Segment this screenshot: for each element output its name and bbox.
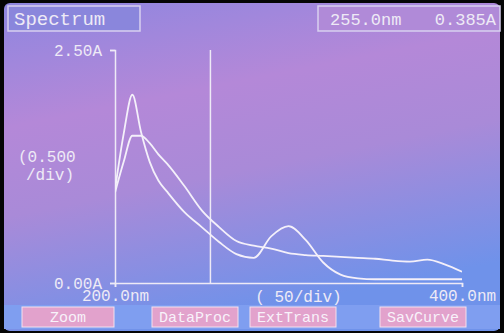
button-face[interactable] [380, 307, 466, 327]
y-tick-mark [110, 50, 115, 52]
y-division-label: /div) [26, 167, 74, 185]
x-axis-line [116, 284, 463, 288]
plot-area [115, 50, 462, 283]
y-tick: 0.00A [54, 276, 115, 294]
x-axis: 200.0nm400.0nm [82, 283, 496, 306]
button-face[interactable] [152, 307, 238, 327]
button-face[interactable] [250, 307, 336, 327]
cursor-absorbance: 0.385A [435, 11, 497, 30]
bezel [0, 0, 504, 333]
cursor-wavelength: 255.0nm [330, 11, 401, 30]
y-tick-label: 2.50A [54, 43, 102, 61]
screen [4, 3, 500, 331]
title-box [8, 6, 140, 31]
x-division-label: ( 50/div) [255, 289, 341, 307]
screen-photo: Spectrum 255.0nm 0.385A 200.0nm400.0nm0.00A… [0, 0, 504, 333]
y-axis-line [110, 51, 116, 284]
y-tick-mark [110, 283, 115, 285]
y-tick: 2.50A [54, 43, 115, 61]
y-division-label: (0.500 [18, 149, 76, 167]
button-bar [4, 305, 500, 329]
button-label[interactable]: DataProc [159, 310, 231, 327]
x-tick: 400.0nm [429, 283, 496, 306]
button-label[interactable]: Zoom [50, 310, 86, 327]
cursor-readout-box [318, 6, 500, 31]
title: Spectrum [14, 9, 105, 31]
function-button[interactable]: SavCurve [380, 307, 466, 327]
function-button[interactable]: ExtTrans [250, 307, 336, 327]
y-tick-label: 0.00A [54, 276, 102, 294]
function-button[interactable]: DataProc [152, 307, 238, 327]
button-label[interactable]: SavCurve [387, 310, 459, 327]
cursor-line [210, 50, 212, 283]
button-label[interactable]: ExtTrans [257, 310, 329, 327]
spectrum-curve [115, 95, 462, 280]
x-tick-label: 400.0nm [429, 288, 496, 306]
function-button[interactable]: Zoom [22, 307, 114, 327]
button-face[interactable] [22, 307, 114, 327]
x-tick-mark [462, 283, 464, 287]
spectrum-curve [115, 136, 462, 272]
